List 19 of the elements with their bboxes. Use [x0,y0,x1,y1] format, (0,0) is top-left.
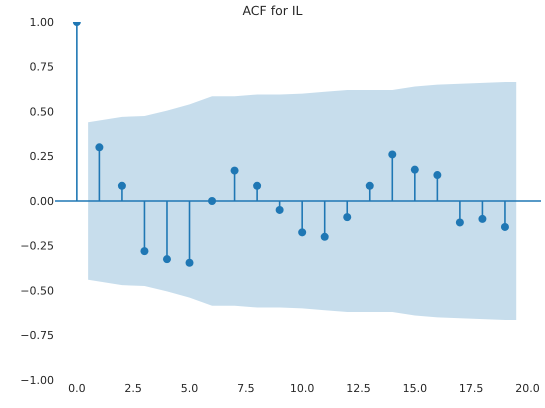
x-tick-label: 20.0 [515,382,540,395]
x-tick-label: 0.0 [68,382,86,395]
y-tick-label: −1.00 [20,374,54,387]
y-tick-label: 0.50 [30,105,54,118]
x-tick-label: 15.0 [402,382,428,395]
x-tick-label: 5.0 [180,382,198,395]
y-tick-label: −0.75 [20,329,54,342]
y-tick-label: 0.75 [30,60,54,74]
x-tick-label: 17.5 [458,382,484,395]
y-tick-label: 0.00 [30,194,54,208]
x-tick-label: 12.5 [346,382,371,395]
x-tick-label: 10.0 [290,382,314,395]
y-tick-label: 1.00 [30,16,54,29]
x-tick-label: 2.5 [124,382,142,395]
chart-title: ACF for IL [242,2,303,18]
y-tick-label: 0.25 [30,150,54,164]
y-tick-label: −0.50 [20,284,54,298]
x-tick-label: 7.5 [237,382,255,395]
y-tick-label: −0.25 [20,240,54,253]
